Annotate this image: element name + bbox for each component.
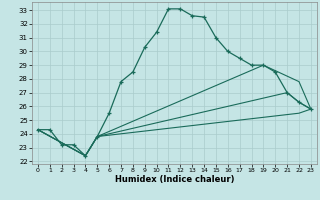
X-axis label: Humidex (Indice chaleur): Humidex (Indice chaleur) [115, 175, 234, 184]
